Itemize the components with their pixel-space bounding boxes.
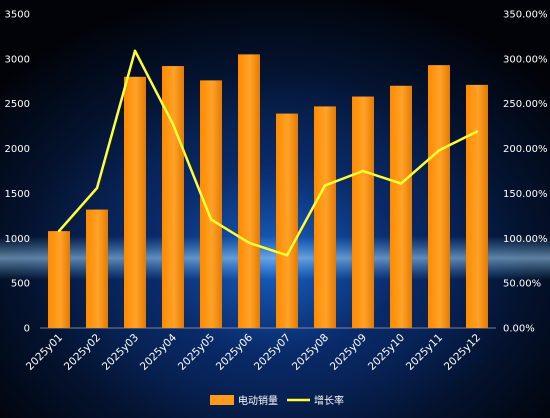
legend-label-line: 增长率 bbox=[314, 394, 344, 407]
bar bbox=[314, 106, 336, 328]
growth-rate-line bbox=[58, 49, 478, 257]
line-point bbox=[399, 182, 403, 185]
line-point bbox=[95, 186, 99, 190]
line-point bbox=[437, 149, 441, 152]
y-left-tick-label: 0 bbox=[24, 324, 30, 335]
y-right-tick-label: 250.00% bbox=[503, 99, 548, 110]
y-left-tick-label: 500 bbox=[11, 279, 30, 290]
y-left-tick-label: 3500 bbox=[5, 10, 30, 21]
line-point bbox=[285, 254, 289, 257]
y-left-tick-label: 1500 bbox=[5, 189, 30, 200]
bar bbox=[276, 113, 298, 328]
bar bbox=[86, 209, 108, 328]
y-right-tick-label: 100.00% bbox=[503, 234, 548, 245]
line-point bbox=[171, 123, 175, 126]
line-point bbox=[57, 229, 61, 233]
line-point bbox=[133, 49, 137, 52]
y-right-tick-label: 300.00% bbox=[503, 54, 548, 65]
line-point bbox=[361, 169, 365, 173]
y-right-tick-label: 150.00% bbox=[503, 189, 548, 200]
line-point bbox=[475, 130, 479, 133]
legend-swatch-bar bbox=[210, 395, 234, 405]
bar bbox=[48, 231, 70, 328]
line-point bbox=[209, 218, 213, 221]
y-right-tick-label: 50.00% bbox=[503, 279, 541, 290]
bar bbox=[124, 76, 146, 328]
y-left-tick-label: 2500 bbox=[5, 99, 30, 110]
line-point bbox=[323, 184, 327, 187]
bar bbox=[390, 85, 412, 329]
bar-series bbox=[48, 54, 488, 329]
bar bbox=[238, 54, 260, 328]
legend: 电动销量 增长率 bbox=[210, 394, 344, 407]
bar bbox=[200, 80, 222, 328]
y-right-tick-label: 350.00% bbox=[503, 10, 548, 21]
line-series bbox=[57, 49, 479, 257]
y-right-tick-label: 200.00% bbox=[503, 144, 548, 155]
y-left-tick-label: 1000 bbox=[5, 234, 30, 245]
bar bbox=[428, 65, 450, 328]
y-left-tick-label: 2000 bbox=[5, 144, 30, 155]
y-right-tick-label: 0.00% bbox=[503, 324, 535, 335]
y-left-tick-label: 3000 bbox=[5, 54, 30, 65]
line-point bbox=[247, 241, 251, 244]
bar bbox=[162, 66, 184, 328]
bar bbox=[352, 96, 374, 328]
legend-label-bar: 电动销量 bbox=[238, 394, 278, 407]
bar bbox=[466, 84, 488, 328]
